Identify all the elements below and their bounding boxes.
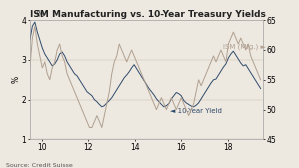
Text: %: %: [37, 10, 44, 19]
Text: ISM (Mfg.) ►: ISM (Mfg.) ►: [223, 44, 266, 50]
Text: Source: Credit Suisse: Source: Credit Suisse: [6, 163, 73, 168]
Y-axis label: %: %: [11, 76, 20, 83]
Text: ◄ 10-Year Yield: ◄ 10-Year Yield: [170, 108, 222, 114]
Text: ISM Manufacturing vs. 10-Year Treasury Yields: ISM Manufacturing vs. 10-Year Treasury Y…: [30, 10, 266, 19]
